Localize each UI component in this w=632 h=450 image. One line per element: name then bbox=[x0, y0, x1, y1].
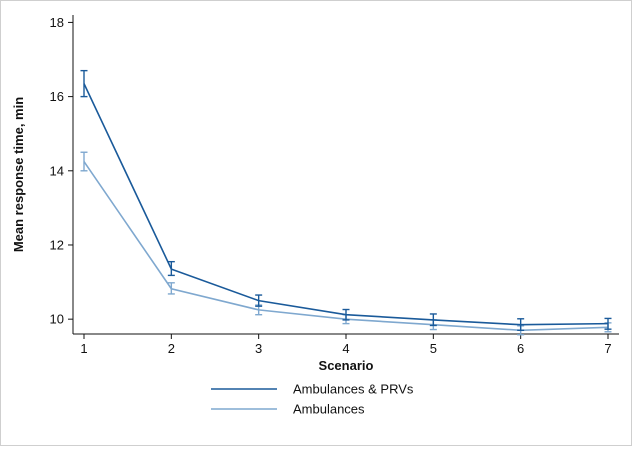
y-tick-label: 14 bbox=[50, 163, 64, 178]
x-tick-label: 7 bbox=[604, 341, 611, 356]
error-bar bbox=[167, 260, 175, 277]
series-line bbox=[83, 83, 609, 326]
x-tick-label: 3 bbox=[255, 341, 262, 356]
x-tick-label: 6 bbox=[517, 341, 524, 356]
x-tick-label: 5 bbox=[430, 341, 437, 356]
error-bar bbox=[517, 318, 525, 331]
error-bar bbox=[604, 317, 612, 330]
y-tick-label: 18 bbox=[50, 15, 64, 30]
series-line bbox=[83, 161, 609, 332]
legend-item: Ambulances bbox=[211, 402, 365, 417]
error-bar bbox=[429, 313, 437, 327]
x-tick-label: 4 bbox=[342, 341, 349, 356]
x-tick-label: 1 bbox=[80, 341, 87, 356]
legend: Ambulances & PRVs Ambulances bbox=[211, 382, 414, 417]
y-ticks: 10 12 14 16 18 bbox=[50, 15, 73, 327]
y-axis-title: Mean response time, min bbox=[11, 97, 26, 252]
y-tick-label: 10 bbox=[50, 312, 64, 327]
series-layer bbox=[80, 69, 612, 336]
x-axis-title: Scenario bbox=[319, 358, 374, 373]
y-tick-label: 16 bbox=[50, 89, 64, 104]
error-bar bbox=[342, 308, 350, 321]
error-bar bbox=[255, 294, 263, 307]
legend-item: Ambulances & PRVs bbox=[211, 382, 414, 397]
legend-label: Ambulances & PRVs bbox=[293, 382, 414, 397]
error-bar bbox=[80, 69, 88, 98]
error-bar bbox=[167, 282, 175, 295]
axes bbox=[72, 15, 619, 335]
y-tick-label: 12 bbox=[50, 237, 64, 252]
x-ticks: 1 2 3 4 5 6 7 bbox=[80, 334, 612, 356]
series-1 bbox=[80, 69, 612, 331]
x-tick-label: 2 bbox=[168, 341, 175, 356]
legend-label: Ambulances bbox=[293, 402, 365, 417]
error-bar bbox=[80, 151, 88, 172]
